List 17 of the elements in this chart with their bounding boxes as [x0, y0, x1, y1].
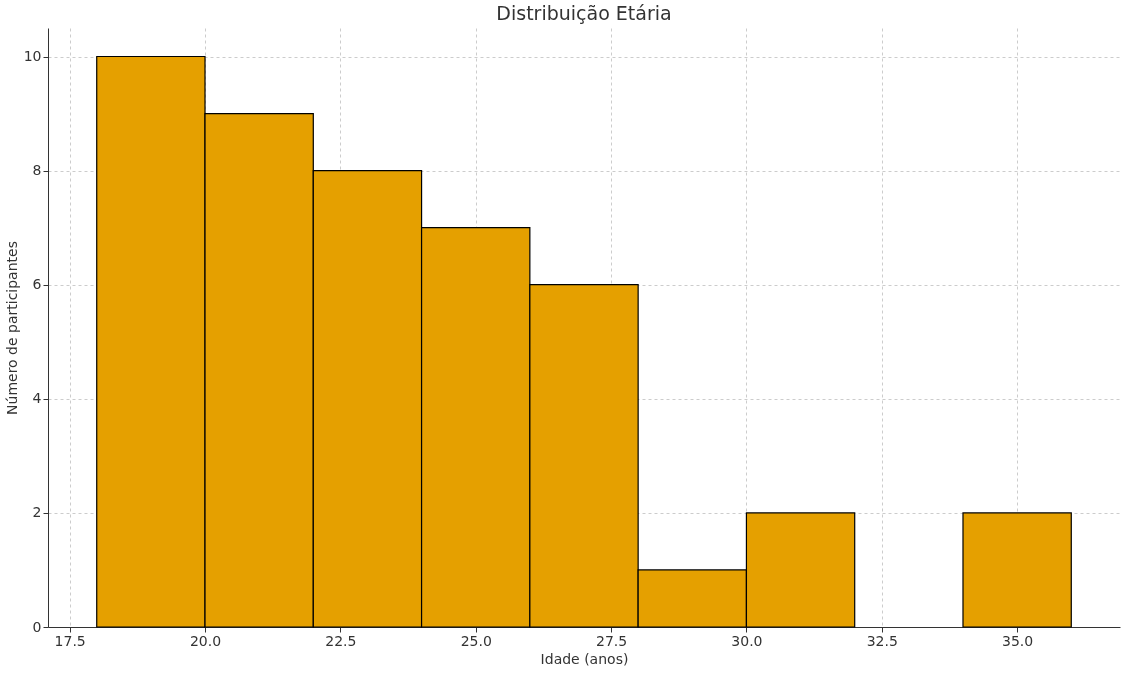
- x-tick-label: 30.0: [731, 632, 763, 649]
- x-tick-label: 35.0: [1002, 632, 1034, 649]
- y-tick-label: 10: [23, 48, 42, 65]
- x-tick-label: 32.5: [866, 632, 898, 649]
- y-tick-label: 6: [32, 276, 42, 293]
- x-tick-label: 27.5: [595, 632, 628, 649]
- chart-title: Distribuição Etária: [496, 2, 672, 24]
- y-tick-label: 4: [32, 390, 42, 407]
- y-axis-title: Número de participantes: [3, 241, 20, 415]
- x-tick-label: 22.5: [325, 632, 357, 649]
- y-tick-label: 2: [32, 504, 42, 521]
- y-tick-label: 8: [32, 162, 42, 179]
- x-tick-label: 20.0: [189, 632, 222, 649]
- x-tick-label: 25.0: [460, 632, 492, 649]
- y-tick-label: 0: [32, 618, 42, 635]
- x-tick-label: 17.5: [54, 632, 86, 649]
- x-axis-title: Idade (anos): [540, 650, 629, 667]
